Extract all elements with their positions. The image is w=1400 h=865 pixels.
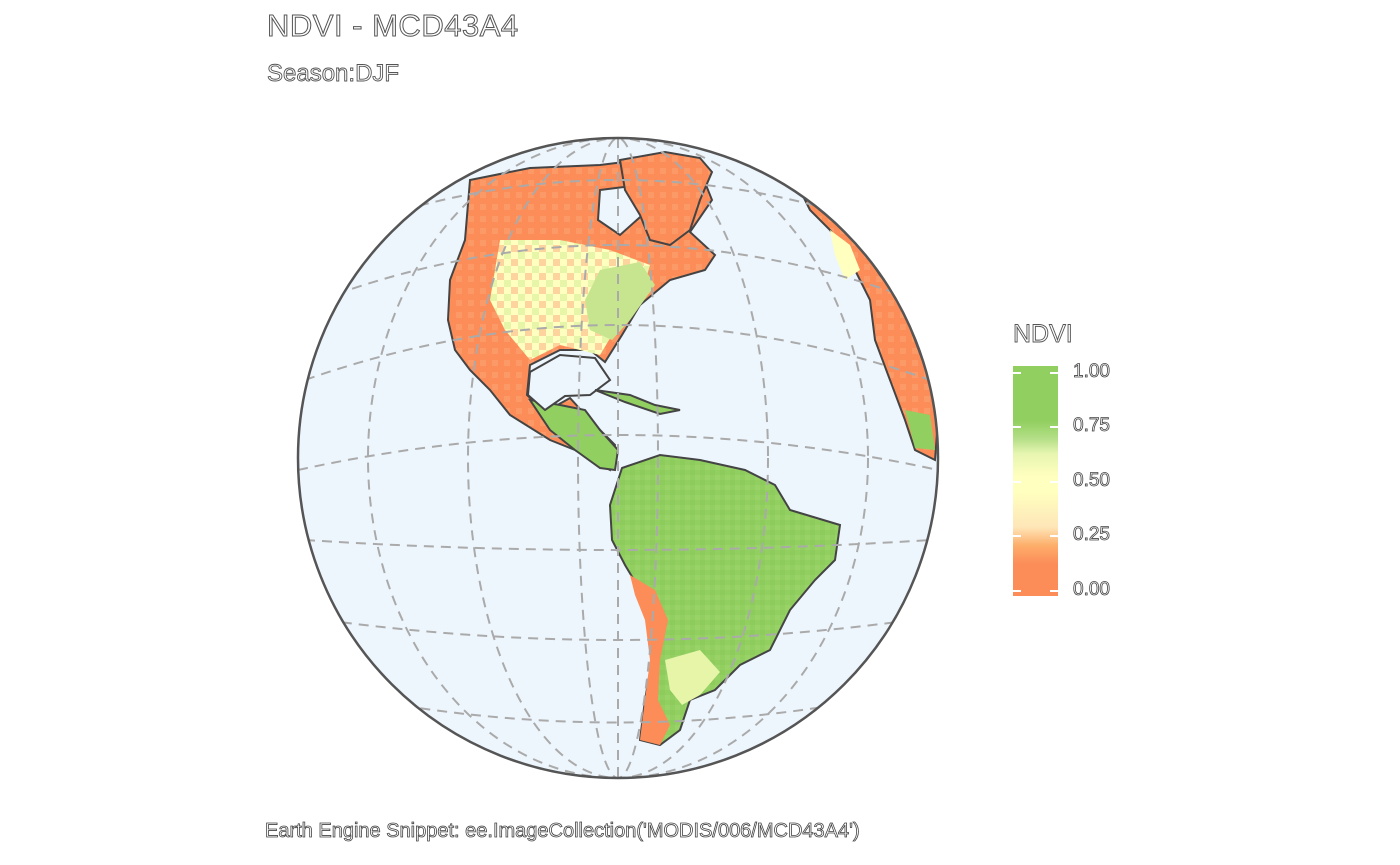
legend-tick	[1013, 481, 1021, 483]
gulf-of-mexico	[526, 353, 612, 412]
pampas-mixed	[665, 650, 720, 705]
legend-tick-label: 0.50	[1073, 470, 1111, 492]
legend-tick	[1050, 590, 1058, 592]
graticule	[298, 138, 938, 778]
legend-tick-label: 0.00	[1073, 579, 1111, 601]
andes-arid	[630, 575, 670, 745]
caribbean-islands	[594, 389, 681, 416]
legend-tick	[1013, 372, 1021, 374]
legend-tick	[1050, 426, 1058, 428]
legend-tick	[1050, 535, 1058, 537]
legend-tick	[1013, 535, 1021, 537]
legend-tick	[1050, 372, 1058, 374]
map-caption: Earth Engine Snippet: ee.ImageCollection…	[265, 820, 860, 843]
legend-tick-label: 0.75	[1073, 415, 1111, 437]
legend-tick	[1013, 426, 1021, 428]
legend-tick	[1013, 590, 1021, 592]
legend-title: NDVI	[1013, 320, 1074, 349]
globe-outline	[296, 136, 940, 780]
africa-edge-mixed	[830, 230, 860, 280]
africa-edge-green	[905, 410, 935, 450]
map-subtitle: Season:DJF	[267, 60, 400, 88]
map-title: NDVI - MCD43A4	[267, 8, 519, 44]
eastern-us-green	[585, 262, 655, 340]
legend-tick-label: 1.00	[1073, 361, 1111, 383]
legend-tick	[1050, 481, 1058, 483]
legend-tick-label: 0.25	[1073, 524, 1111, 546]
